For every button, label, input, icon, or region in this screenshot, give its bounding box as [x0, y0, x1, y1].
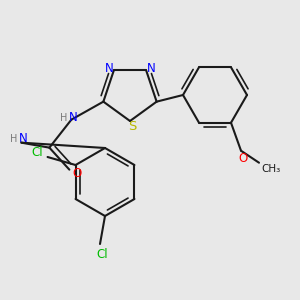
Text: O: O [238, 152, 247, 165]
Text: N: N [147, 61, 155, 75]
Text: N: N [105, 61, 113, 75]
Text: O: O [73, 167, 82, 180]
Text: CH₃: CH₃ [261, 164, 280, 174]
Text: S: S [128, 119, 136, 133]
Text: H: H [60, 113, 67, 123]
Text: Cl: Cl [96, 248, 108, 260]
Text: Cl: Cl [32, 146, 44, 160]
Text: H: H [10, 134, 17, 144]
Text: N: N [69, 111, 78, 124]
Text: N: N [19, 132, 28, 145]
